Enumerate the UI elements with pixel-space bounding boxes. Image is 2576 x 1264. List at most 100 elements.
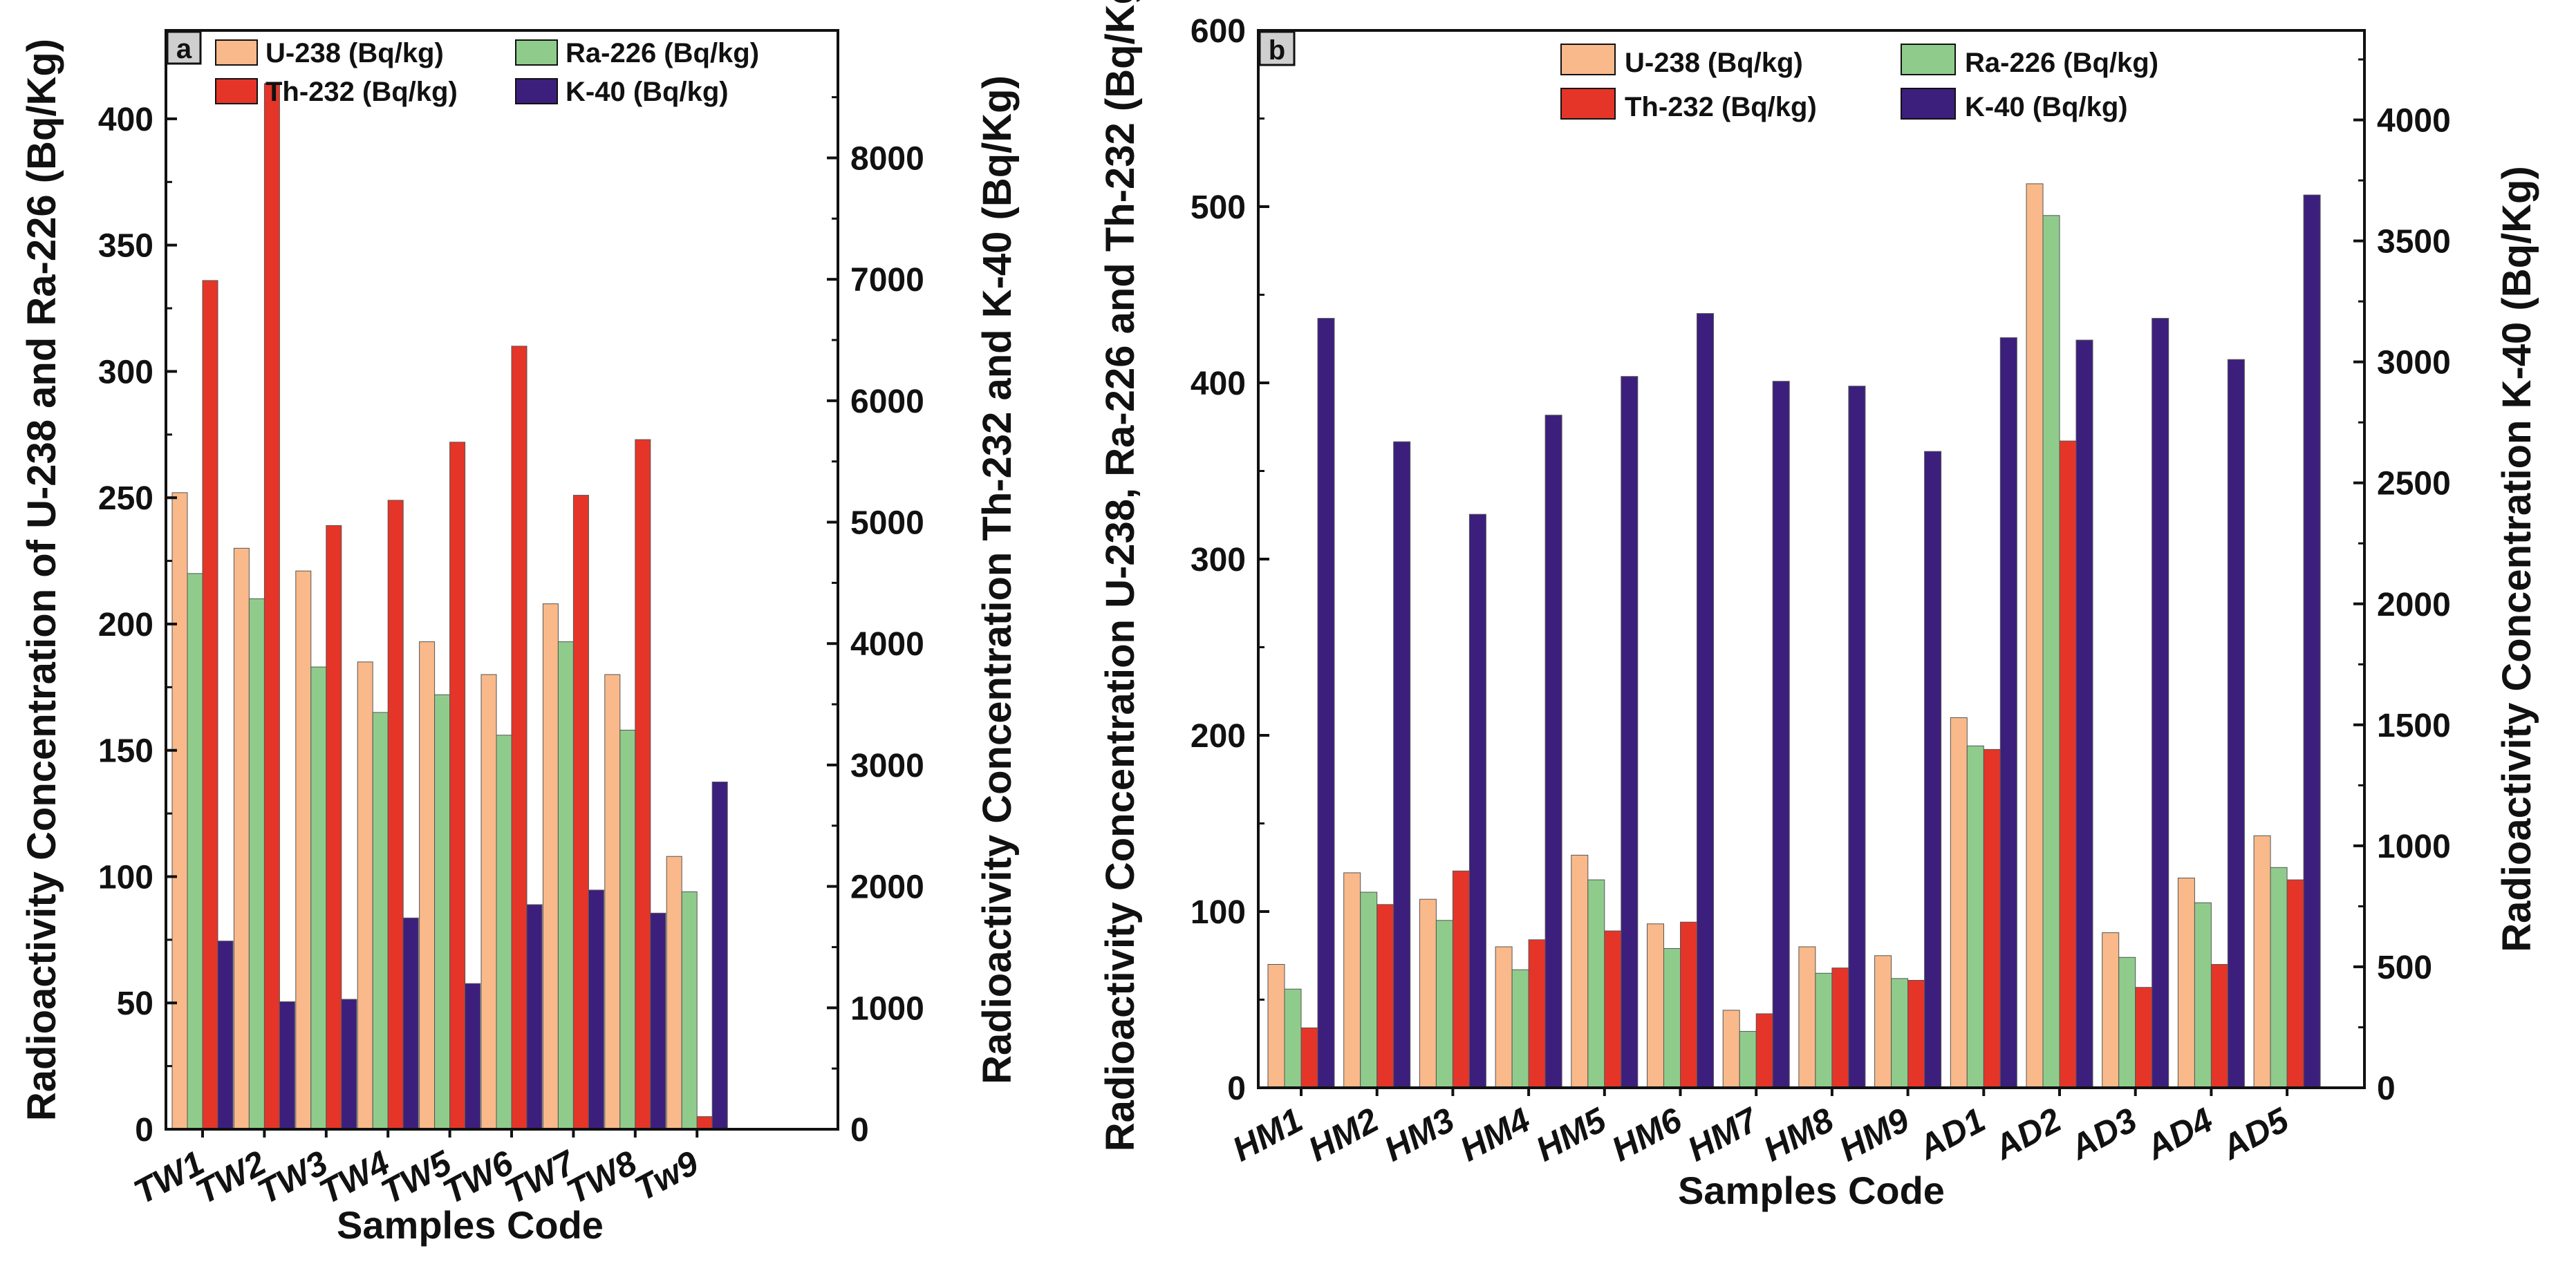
panel-a-legend-label-th232: Th-232 (Bq/kg) <box>265 77 458 107</box>
panel-a-bar-k40-tw3 <box>341 999 357 1130</box>
panel-a-bar-k40-tw2 <box>279 1001 295 1130</box>
panel-b-bar-u238-ad4 <box>2177 878 2195 1088</box>
panel-a-legend-swatch-k40 <box>515 78 558 104</box>
panel-a-legend-label-k40: K-40 (Bq/kg) <box>566 77 729 107</box>
panel-a-tag: a <box>176 34 192 64</box>
panel-a-left-tick-label: 200 <box>98 607 153 643</box>
panel-b-legend-swatch-k40 <box>1901 88 1956 120</box>
panel-b-left-tick-label: 600 <box>1191 13 1246 50</box>
panel-b-bar-u238-hm1 <box>1267 964 1285 1088</box>
panel-b-bar-u238-hm4 <box>1495 946 1513 1088</box>
panel-a-bar-u238-tw1 <box>171 492 188 1130</box>
panel-b-bar-u238-ad1 <box>1950 717 1968 1088</box>
panel-b-legend-swatch-u238 <box>1560 44 1616 75</box>
panel-a-bar-ra226-tw8 <box>619 730 636 1130</box>
panel-b-bar-u238-hm3 <box>1419 898 1437 1088</box>
panel-b-right-tick-label: 1000 <box>2377 829 2451 865</box>
panel-b-left-axis: 0 100 200 300 400 500 600 <box>1191 13 1269 1107</box>
panel-b-bar-th232-ad1 <box>1983 748 2001 1088</box>
panel-b-bar-k40-hm3 <box>1468 513 1486 1088</box>
panel-a-bar-u238-tw7 <box>542 603 559 1130</box>
panel-a-left-axis: 0 50 100 150 200 250 300 350 400 <box>98 55 177 1149</box>
panel-b-left-tick-label: 0 <box>1227 1070 1246 1107</box>
panel-b-right-tick-label: 3500 <box>2377 224 2451 261</box>
panel-a-bar-ra226-tw2 <box>248 598 265 1130</box>
panel-a-right-axis: 0 1000 2000 3000 4000 5000 6000 7000 8000 <box>827 96 924 1149</box>
panel-b-bar-th232-ad2 <box>2059 440 2077 1088</box>
panel-b-bar-th232-hm7 <box>1755 1013 1773 1088</box>
panel-b-bar-u238-hm8 <box>1798 946 1816 1088</box>
panel-b: 0 100 200 300 400 500 600 0 500 1000 1500 2000 2500… <box>1098 0 2539 1212</box>
panel-a-bar-u238-tw3 <box>295 570 312 1130</box>
panel-b-left-tick-label: 300 <box>1191 542 1246 578</box>
panel-b-legend-label-k40: K-40 (Bq/kg) <box>1965 92 2128 122</box>
panel-b-bar-u238-ad3 <box>2102 932 2120 1088</box>
panel-b-bar-u238-hm7 <box>1722 1010 1740 1088</box>
panel-b-bar-th232-hm8 <box>1831 968 1849 1088</box>
panel-b-bar-ra226-hm3 <box>1435 920 1453 1088</box>
panel-a-left-axis-title: Radioactivity Concentration of U-238 and… <box>19 39 64 1121</box>
panel-b-right-tick-label: 2000 <box>2377 587 2451 623</box>
panel-b-bar-k40-hm6 <box>1697 313 1714 1088</box>
panel-b-legend-swatch-th232 <box>1560 88 1616 120</box>
panel-a-legend-label-ra226: Ra-226 (Bq/kg) <box>566 38 759 68</box>
panel-a-legend: U-238 (Bq/kg) Ra-226 (Bq/kg) Th-232 (Bq/… <box>215 38 759 107</box>
panel-a-bar-th232-tw5 <box>449 442 466 1130</box>
panel-b-right-tick-label: 1500 <box>2377 708 2451 744</box>
panel-b-bar-k40-ad1 <box>1999 337 2017 1088</box>
panel-a-bar-ra226-tw3 <box>310 666 327 1130</box>
panel-a-bar-th232-tw3 <box>326 525 342 1130</box>
panel-b-bar-th232-hm1 <box>1300 1027 1318 1088</box>
panel-b-legend: U-238 (Bq/kg) Ra-226 (Bq/kg) Th-232 (Bq/… <box>1560 44 2158 122</box>
panel-b-left-axis-title: Radioactivity Concentration U-238, Ra-22… <box>1098 0 1143 1151</box>
panel-b-bar-th232-ad4 <box>2210 964 2228 1088</box>
panel-a-right-tick-label: 8000 <box>850 140 924 177</box>
panel-a-left-tick-label: 100 <box>98 859 153 896</box>
panel-a-legend-label-u238: U-238 (Bq/kg) <box>265 38 444 68</box>
panel-a-right-tick-label: 5000 <box>850 505 924 542</box>
panel-b-legend-label-th232: Th-232 (Bq/kg) <box>1625 92 1817 122</box>
panel-a-bar-u238-tw6 <box>480 674 497 1130</box>
panel-a-bar-ra226-tw6 <box>496 735 512 1130</box>
panel-b-bar-u238-hm2 <box>1343 872 1361 1088</box>
panel-b-left-tick-label: 200 <box>1191 718 1246 755</box>
panel-b-bar-u238-ad5 <box>2253 835 2271 1088</box>
panel-b-bar-k40-ad3 <box>2152 318 2169 1088</box>
panel-a-legend-swatch-u238 <box>215 39 258 66</box>
panel-b-legend-swatch-ra226 <box>1901 44 1956 75</box>
panel-b-bar-th232-hm5 <box>1604 930 1622 1088</box>
panel-b-bar-ra226-hm1 <box>1284 988 1302 1088</box>
panel-a-right-tick-label: 6000 <box>850 384 924 420</box>
panel-b-right-tick-label: 2500 <box>2377 466 2451 502</box>
panel-b-bar-ra226-hm8 <box>1815 972 1833 1088</box>
panel-a-legend-swatch-ra226 <box>515 39 558 66</box>
panel-b-bar-k40-hm1 <box>1317 318 1335 1088</box>
panel-a-right-axis-title: Radioactivity Concentration Th-232 and K… <box>975 75 1020 1084</box>
panel-a-right-tick-label: 3000 <box>850 748 924 784</box>
panel-a-left-tick-label: 350 <box>98 228 153 265</box>
panel-b-left-tick-label: 500 <box>1191 189 1246 226</box>
panel-b-bar-u238-hm6 <box>1647 923 1664 1088</box>
panel-a-bar-th232-tw2 <box>263 83 280 1130</box>
panel-b-legend-label-u238: U-238 (Bq/kg) <box>1625 48 1803 78</box>
panel-a-bar-k40-tw7 <box>588 889 604 1130</box>
panel-b-bar-ra226-hm4 <box>1511 969 1529 1088</box>
panel-b-x-axis-title: Samples Code <box>1678 1169 1945 1212</box>
panel-b-bar-k40-ad2 <box>2075 339 2093 1088</box>
panel-a-bar-th232-tw9 <box>696 1116 713 1130</box>
panel-b-left-tick-label: 400 <box>1191 366 1246 402</box>
panel-b-bar-k40-hm8 <box>1848 386 1866 1088</box>
panel-a-bar-k40-tw8 <box>650 912 666 1130</box>
panel-b-tag-box <box>1258 30 1296 66</box>
panel-b-bar-k40-hm2 <box>1393 441 1411 1088</box>
panel-a-bar-u238-tw4 <box>357 661 373 1130</box>
panel-b-bar-ra226-hm5 <box>1587 879 1605 1088</box>
panel-a-tag-box <box>166 30 202 65</box>
panel-b-bar-u238-hm5 <box>1571 854 1589 1088</box>
panel-b-bar-ra226-hm2 <box>1360 892 1378 1088</box>
panel-a-left-tick-label: 150 <box>98 733 153 770</box>
panel-b-bar-k40-hm4 <box>1544 415 1562 1088</box>
panel-a-bar-k40-tw1 <box>217 941 234 1130</box>
panel-a-bar-u238-tw9 <box>666 856 682 1130</box>
